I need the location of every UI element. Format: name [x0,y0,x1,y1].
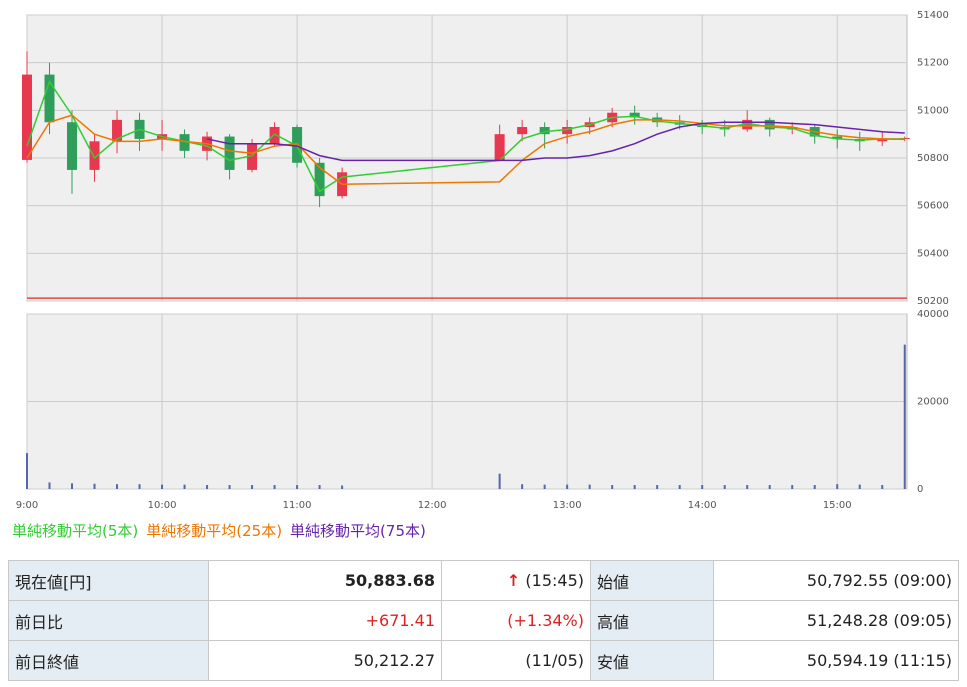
legend-entry: 単純移動平均(25本) [146,522,283,540]
volume-bar [881,485,884,489]
y-tick-label: 50200 [917,296,949,307]
value: 51,248.28 (09:05) [713,600,959,641]
moving-average [206,121,905,162]
volume-bar [813,485,816,489]
y-tick-label: 51000 [917,105,949,116]
volume-bar [161,484,164,489]
volume-bar [903,344,906,489]
y-tick-label: 0 [917,484,923,495]
volume-bar [678,485,681,489]
volume-bar [273,485,276,489]
quote-table: 現在値[円] 50,883.68 ↑ (15:45) 始値 50,792.55 … [8,560,959,681]
volume-bar [701,485,704,489]
label: 前日終値 [8,640,209,681]
candle-body [224,136,235,170]
candle-body [179,134,190,151]
time-text: (15:45) [525,571,584,590]
y-tick-label: 20000 [917,397,949,408]
candle-body [517,127,528,135]
volume-bar [543,484,546,489]
label: 高値 [590,600,714,641]
value: 50,883.68 [208,560,442,601]
y-tick-label: 50600 [917,201,949,212]
candle-body [832,136,843,139]
y-tick-label: 50800 [917,153,949,164]
label: 前日比 [8,600,209,641]
y-tick-label: 40000 [917,309,949,320]
legend-entry: 単純移動平均(5本) [12,522,139,540]
volume-bar [71,483,74,489]
volume-bar [791,485,794,489]
volume-bar [723,485,726,489]
value: 50,212.27 [208,640,442,681]
x-tick-label: 15:00 [823,500,852,511]
arrow: ↑ [506,571,521,590]
candle-body [539,127,550,135]
volume-bar [498,473,501,489]
volume-bar [93,483,96,489]
chart: 50200 50400 50600 50800 51000 51200 51400 9:00 1… [16,10,949,511]
x-tick-label: 11:00 [283,500,312,511]
value: 50,792.55 (09:00) [713,560,959,601]
value: 50,594.19 (11:15) [713,640,959,681]
volume-bar [768,485,771,489]
volume-bar [296,485,299,489]
volume-bar [48,482,51,489]
candle-body [764,119,775,130]
candle-body [44,74,55,123]
x-tick-label: 13:00 [553,500,582,511]
date: (11/05) [441,640,591,681]
x-tick-label: 14:00 [688,500,717,511]
candle-body [292,127,303,163]
label: 現在値[円] [8,560,209,601]
volume-bar [183,484,186,489]
volume-bar [566,484,569,489]
volume-bar [341,485,344,489]
volume-bar [746,485,749,489]
volume-bar [836,484,839,489]
x-tick-label: 10:00 [148,500,177,511]
volume-bar [251,485,254,489]
volume-bar [228,485,231,489]
volume-bar [138,484,141,489]
volume-bar [611,485,614,489]
candle-body [22,74,32,160]
percent: (+1.34%) [441,600,591,641]
legend-entry: 単純移動平均(75本) [290,522,426,540]
volume-bar [858,484,861,489]
candle-body [89,141,100,170]
volume-bar [26,453,28,489]
candle-body [742,119,753,130]
candle-body [67,122,78,170]
candle-body [629,112,640,118]
y-tick-label: 50400 [917,248,949,259]
moving-average [26,80,905,193]
label: 始値 [590,560,714,601]
x-tick-label: 9:00 [16,500,38,511]
candle-body [562,127,573,135]
moving-average [26,114,905,185]
y-tick-label: 51200 [917,58,949,69]
volume-bar [116,484,119,489]
x-tick-label: 12:00 [418,500,447,511]
volume-bar [656,485,659,489]
legend: 単純移動平均(5本) 単純移動平均(25本) 単純移動平均(75本) [12,520,434,541]
candle-body [112,119,123,142]
volume-bar [318,485,321,489]
candle-body [247,143,258,170]
volume-bar [206,485,209,489]
volume-bar [633,485,636,489]
y-tick-label: 51400 [917,10,949,21]
candle-body [314,162,325,197]
label: 安値 [590,640,714,681]
volume-bar [588,484,591,489]
volume-bar [521,484,524,489]
value: +671.41 [208,600,442,641]
time: ↑ (15:45) [441,560,591,601]
candle-body [877,138,888,142]
candle-body [494,134,505,161]
candle-body [269,127,280,144]
